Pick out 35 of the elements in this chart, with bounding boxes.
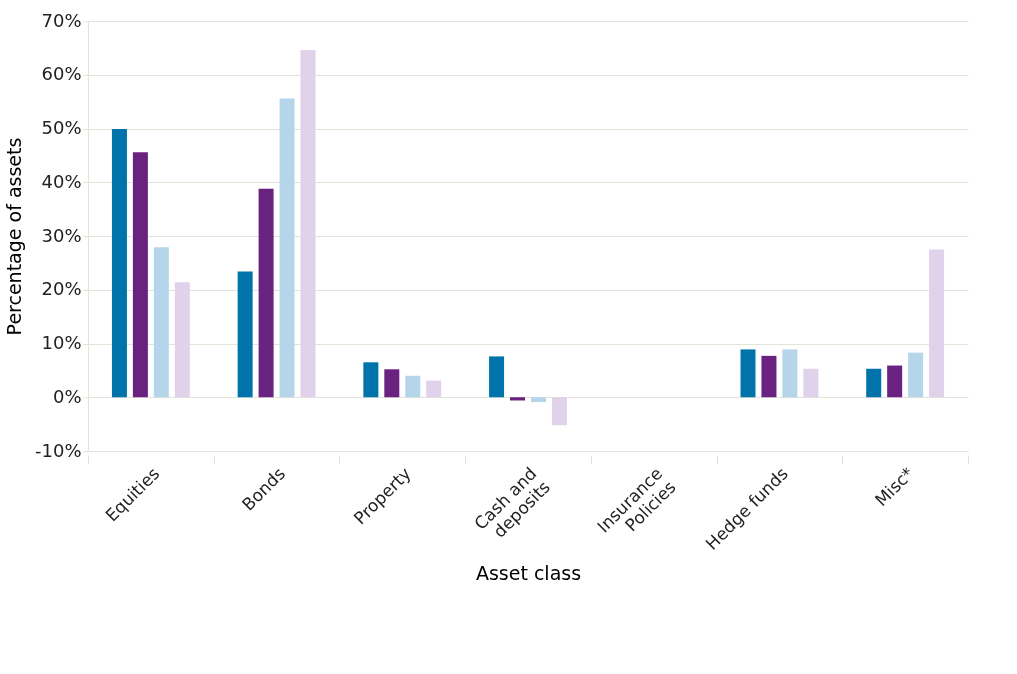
y-tick-label: 60% xyxy=(41,63,82,85)
bar xyxy=(489,356,505,398)
bar xyxy=(929,249,945,398)
y-tick-label: 10% xyxy=(41,332,82,353)
bar xyxy=(111,129,127,398)
bar xyxy=(132,152,148,398)
y-tick-label: 50% xyxy=(41,117,82,138)
y-tick-label: 30% xyxy=(41,224,82,246)
bar xyxy=(153,247,169,398)
bar xyxy=(258,188,274,398)
bar xyxy=(174,282,190,398)
bar xyxy=(887,365,903,398)
bar xyxy=(866,368,882,398)
bar xyxy=(761,355,777,398)
bar xyxy=(551,397,567,426)
bar xyxy=(279,98,295,398)
bar xyxy=(300,50,316,398)
y-tick-label: 40% xyxy=(41,170,82,192)
bar xyxy=(384,369,400,398)
bar xyxy=(740,349,756,398)
bar xyxy=(530,397,546,403)
bar xyxy=(363,362,379,398)
bar xyxy=(405,375,421,398)
bar xyxy=(803,368,819,398)
bar xyxy=(237,271,253,398)
y-tick-label: 0% xyxy=(52,385,82,407)
bar xyxy=(908,352,924,398)
bar xyxy=(510,397,526,401)
bar xyxy=(782,349,798,398)
bar xyxy=(426,380,442,398)
y-tick-label: 70% xyxy=(41,9,82,31)
y-tick-label: -10% xyxy=(34,439,82,461)
y-tick-label: 20% xyxy=(41,278,82,300)
y-axis-title: Percentage of assets xyxy=(3,137,25,336)
x-axis-title: Asset class xyxy=(475,562,582,585)
